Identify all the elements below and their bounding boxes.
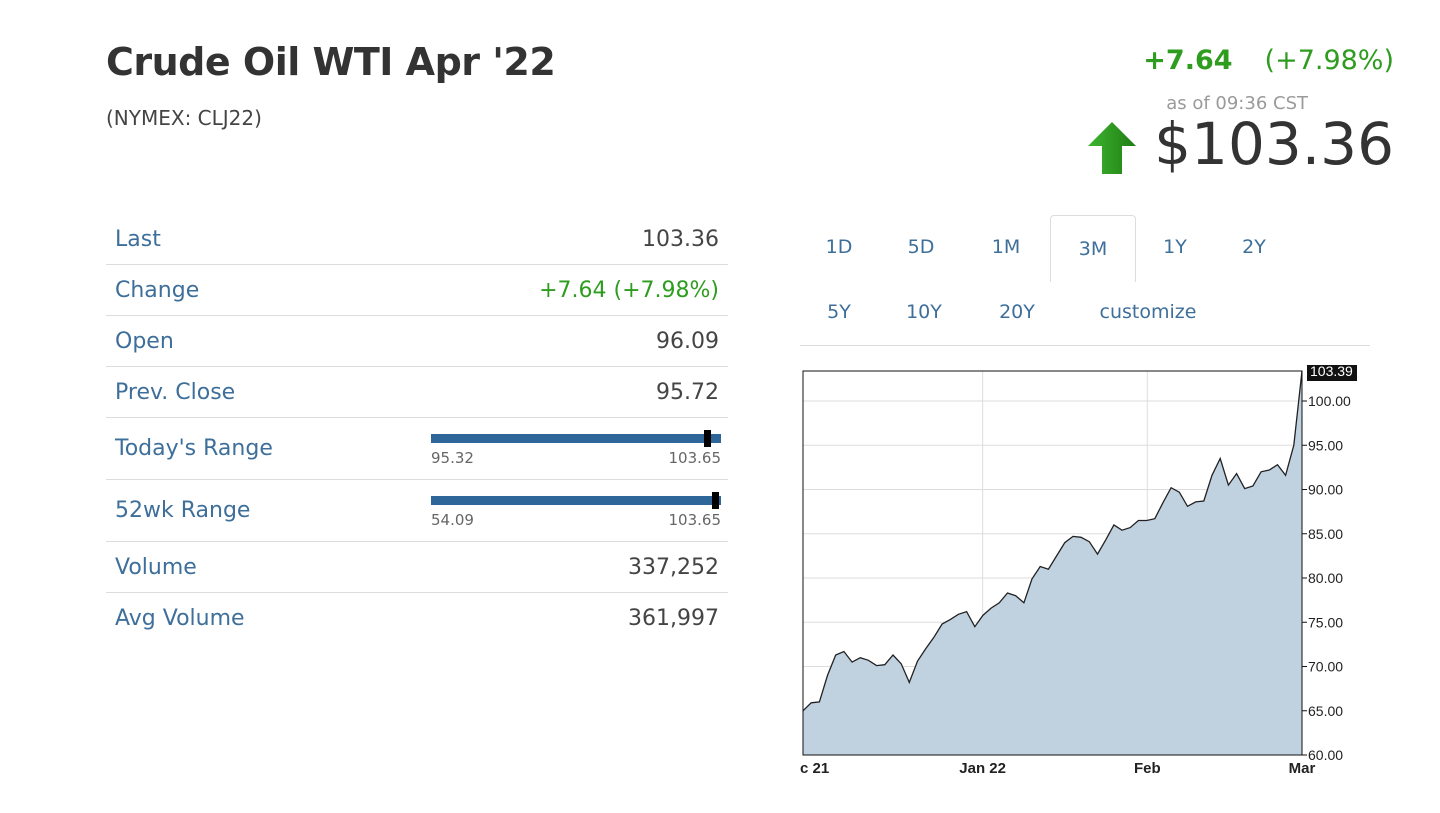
stat-row-change: Change +7.64 (+7.98%) xyxy=(106,265,728,316)
y-tick-label: 75.00 xyxy=(1308,614,1343,630)
range-marker xyxy=(704,430,712,447)
plot-frame xyxy=(802,370,1303,756)
last-value-label: 103.39 xyxy=(1310,365,1353,379)
stat-row-last: Last 103.36 xyxy=(106,214,728,265)
tab-1y[interactable]: 1Y xyxy=(1163,236,1187,258)
stat-label: Prev. Close xyxy=(115,379,236,405)
range-low: 54.09 xyxy=(431,511,474,529)
range-low: 95.32 xyxy=(431,449,474,467)
range-high: 103.65 xyxy=(668,511,722,529)
stat-row-todays-range: Today's Range 95.32 103.65 xyxy=(106,418,728,480)
tab-5y[interactable]: 5Y xyxy=(827,301,851,323)
x-tick-label: Mar xyxy=(1289,760,1316,777)
y-tick-label: 100.00 xyxy=(1308,393,1351,409)
y-tick-label: 65.00 xyxy=(1308,703,1343,719)
as-of-timestamp: as of 09:36 CST xyxy=(1166,93,1308,114)
stat-row-avg-volume: Avg Volume 361,997 xyxy=(106,593,728,644)
tab-2y[interactable]: 2Y xyxy=(1242,236,1266,258)
todays-range-indicator: 95.32 103.65 xyxy=(431,430,722,467)
tab-20y[interactable]: 20Y xyxy=(999,301,1035,323)
page-title: Crude Oil WTI Apr '22 xyxy=(106,40,556,84)
stat-value: +7.64 (+7.98%) xyxy=(539,277,719,303)
x-tick-label: c 21 xyxy=(800,760,829,777)
x-tick-label: Jan 22 xyxy=(959,760,1006,777)
price-line xyxy=(802,370,1303,712)
range-high: 103.65 xyxy=(668,449,722,467)
current-price: $103.36 xyxy=(1154,110,1394,178)
change-absolute: +7.64 xyxy=(1143,45,1233,76)
stat-label: Last xyxy=(115,226,161,252)
change-percent: (+7.98%) xyxy=(1264,45,1394,76)
stat-label: Today's Range xyxy=(115,436,273,461)
y-tick-label: 95.00 xyxy=(1308,437,1343,453)
x-tick-label: Feb xyxy=(1134,760,1161,777)
stat-label: Open xyxy=(115,328,174,354)
tab-5d[interactable]: 5D xyxy=(907,236,935,258)
stat-value: 103.36 xyxy=(642,226,719,252)
stat-label: 52wk Range xyxy=(115,498,251,523)
range-marker xyxy=(712,492,720,509)
last-value-badge xyxy=(1307,365,1357,381)
stat-value: 95.72 xyxy=(656,379,719,405)
stat-row-52wk-range: 52wk Range 54.09 103.65 xyxy=(106,480,728,542)
tabs-divider xyxy=(800,345,1370,346)
price-chart: 100.00 95.00 90.00 85.00 80.00 75.00 70.00 65.0… xyxy=(800,365,1357,777)
y-tick-label: 70.00 xyxy=(1308,659,1343,675)
range-bar xyxy=(431,430,721,447)
quote-stats-table: Last 103.36 Change +7.64 (+7.98%) Open 9… xyxy=(106,214,728,644)
stat-value: 361,997 xyxy=(628,606,719,631)
stat-label: Avg Volume xyxy=(115,606,245,631)
stat-row-prev-close: Prev. Close 95.72 xyxy=(106,367,728,418)
tab-3m[interactable]: 3M xyxy=(1050,215,1136,282)
stat-value: 96.09 xyxy=(656,328,719,354)
price-display: $103.36 xyxy=(1086,110,1394,178)
exchange-symbol: (NYMEX: CLJ22) xyxy=(106,106,262,130)
y-tick-label: 60.00 xyxy=(1308,747,1343,763)
change-summary: +7.64 (+7.98%) xyxy=(1143,45,1394,76)
y-tick-label: 80.00 xyxy=(1308,570,1343,586)
tab-1m[interactable]: 1M xyxy=(991,236,1021,258)
stat-row-open: Open 96.09 xyxy=(106,316,728,367)
tab-1d[interactable]: 1D xyxy=(825,236,853,258)
stat-row-volume: Volume 337,252 xyxy=(106,542,728,593)
y-tick-label: 85.00 xyxy=(1308,526,1343,542)
stat-label: Change xyxy=(115,277,200,303)
y-tick-label: 90.00 xyxy=(1308,482,1343,498)
stat-value: 337,252 xyxy=(628,554,719,580)
stat-label: Volume xyxy=(115,554,197,580)
up-arrow-icon xyxy=(1088,122,1137,174)
52wk-range-indicator: 54.09 103.65 xyxy=(431,492,722,529)
range-bar xyxy=(431,492,721,509)
tab-customize[interactable]: customize xyxy=(1099,301,1197,323)
tab-10y[interactable]: 10Y xyxy=(906,301,942,323)
